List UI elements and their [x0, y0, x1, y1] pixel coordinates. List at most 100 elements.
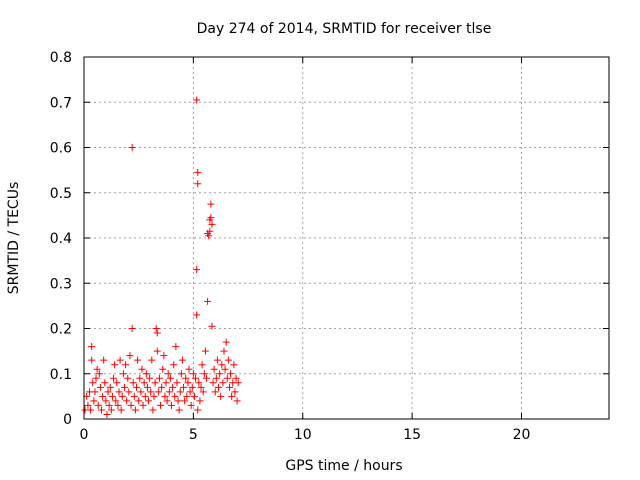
data-point — [96, 383, 104, 391]
x-tick-label: 15 — [403, 427, 421, 443]
grid-lines — [84, 57, 609, 419]
y-tick-label: 0.1 — [50, 367, 72, 383]
data-point — [118, 392, 126, 400]
y-tick-label: 0.3 — [50, 276, 72, 292]
data-point — [208, 322, 216, 330]
data-point — [101, 379, 109, 387]
data-point — [198, 361, 206, 369]
data-point — [103, 410, 111, 418]
data-point — [135, 397, 143, 405]
data-point — [158, 383, 166, 391]
data-point — [162, 379, 170, 387]
data-point — [234, 379, 242, 387]
data-point — [203, 374, 210, 382]
data-point — [114, 401, 122, 409]
data-point — [89, 379, 97, 387]
data-point — [178, 356, 186, 364]
data-point — [208, 220, 216, 228]
data-point — [173, 379, 181, 387]
data-point — [145, 397, 153, 405]
data-point — [104, 388, 112, 396]
data-point — [206, 227, 214, 235]
data-point — [147, 388, 155, 396]
data-point — [177, 370, 185, 378]
data-point — [84, 401, 92, 409]
data-point — [187, 401, 195, 409]
data-point — [233, 397, 241, 405]
data-point — [137, 388, 145, 396]
data-point — [99, 392, 107, 400]
y-tick-label: 0.2 — [50, 322, 72, 338]
data-point — [215, 383, 223, 391]
data-point — [185, 365, 193, 373]
data-point — [193, 96, 201, 104]
data-point — [155, 374, 163, 382]
data-point — [124, 374, 132, 382]
data-point — [218, 361, 226, 369]
data-point — [125, 388, 133, 396]
data-point — [207, 214, 215, 222]
data-point — [149, 406, 157, 414]
data-point — [199, 388, 207, 396]
data-point — [140, 379, 148, 387]
data-point — [115, 388, 123, 396]
data-point — [170, 361, 178, 369]
x-axis-label: GPS time / hours — [285, 458, 402, 474]
data-point — [176, 388, 184, 396]
data-point — [181, 397, 189, 405]
data-point — [142, 370, 150, 378]
data-point — [148, 356, 156, 364]
y-tick-label: 0.7 — [50, 95, 72, 111]
data-point — [216, 370, 224, 378]
data-point — [211, 388, 219, 396]
data-point — [133, 383, 140, 391]
data-point — [194, 406, 202, 414]
data-point — [153, 329, 161, 337]
data-point — [172, 343, 180, 351]
data-point — [169, 383, 177, 391]
data-point — [106, 383, 114, 391]
data-point — [146, 374, 154, 382]
data-point — [194, 180, 202, 188]
data-point — [161, 392, 169, 400]
data-point — [93, 365, 101, 373]
data-point — [150, 392, 158, 400]
data-point — [219, 379, 227, 387]
data-point — [152, 325, 160, 332]
data-point — [197, 383, 205, 391]
data-point — [127, 401, 135, 409]
data-point — [166, 374, 174, 382]
data-point — [98, 406, 105, 414]
data-point — [225, 383, 233, 391]
data-point — [223, 374, 231, 382]
data-point — [207, 200, 215, 208]
data-point — [128, 144, 136, 151]
data-points — [81, 96, 242, 418]
data-point — [151, 379, 159, 387]
data-point — [228, 392, 236, 400]
data-point — [94, 401, 102, 409]
data-point — [117, 406, 125, 414]
data-point — [116, 356, 124, 364]
data-point — [138, 365, 146, 373]
y-tick-label: 0.4 — [50, 231, 72, 247]
x-tick-label: 0 — [80, 427, 89, 443]
data-point — [136, 374, 144, 382]
data-point — [105, 401, 113, 409]
data-point — [102, 397, 110, 405]
data-point — [159, 365, 167, 373]
data-point — [194, 168, 202, 176]
data-point — [217, 392, 225, 400]
data-point — [204, 297, 212, 305]
y-tick-label: 0.5 — [50, 186, 72, 202]
data-point — [164, 370, 172, 378]
data-point — [113, 379, 121, 387]
data-point — [210, 365, 218, 373]
data-point — [201, 347, 209, 355]
data-point — [91, 388, 99, 396]
data-point — [224, 356, 232, 364]
data-point — [126, 352, 134, 360]
data-point — [90, 397, 98, 405]
data-point — [120, 383, 128, 391]
